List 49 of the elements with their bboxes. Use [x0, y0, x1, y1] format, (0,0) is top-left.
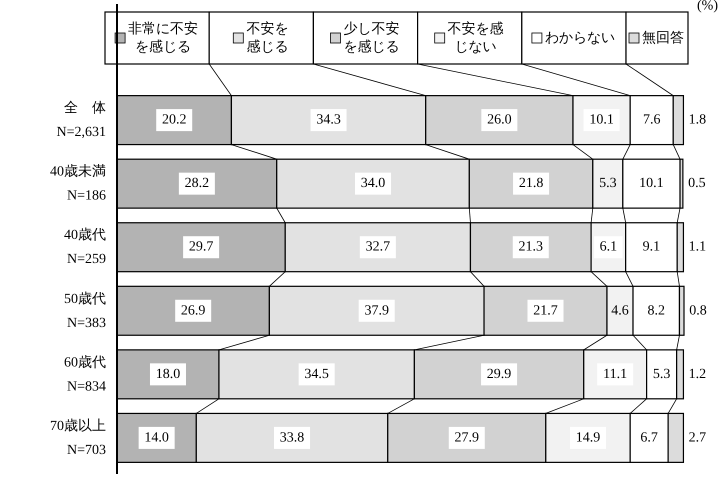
legend-label: わからない: [544, 30, 615, 46]
y-tick-label: 40歳代 N=259: [64, 226, 106, 267]
legend-label: 非常に不安を感じる: [128, 20, 198, 54]
data-label: 27.9: [454, 430, 480, 446]
data-label: 26.9: [180, 303, 206, 318]
data-label: 32.7: [366, 240, 390, 255]
data-label: 9.1: [642, 240, 660, 255]
data-label: 6.1: [600, 240, 618, 255]
y-tick-label: 全 体 N=2,631: [56, 100, 106, 140]
data-label: 29.7: [188, 240, 214, 255]
data-label: 34.3: [316, 112, 341, 128]
data-label: 7.6: [642, 112, 660, 128]
legend-label: 少し不安を感じる: [344, 20, 400, 54]
data-label: 6.7: [640, 430, 658, 446]
data-label: 26.0: [487, 112, 512, 128]
data-label: 34.5: [304, 366, 329, 382]
text: (%): [697, 0, 718, 14]
data-label: 8.2: [647, 303, 665, 318]
data-label: 10.1: [589, 112, 614, 128]
legend-label: 無回答: [642, 30, 684, 46]
y-tick-label: 60歳代 N=834: [64, 354, 106, 394]
data-label: 33.8: [280, 430, 304, 446]
data-label: 21.8: [518, 176, 544, 192]
legend-label: 不安を感じる: [246, 20, 288, 54]
data-label: 4.6: [611, 303, 629, 318]
data-label: 28.2: [184, 176, 210, 192]
y-tick-label: 50歳代 N=383: [64, 290, 106, 330]
data-label: 18.0: [156, 366, 180, 382]
data-label: 1.2: [688, 366, 706, 382]
data-label: 0.5: [688, 176, 706, 192]
legend-label: 不安を感じない: [448, 20, 504, 54]
data-label: 20.2: [162, 112, 186, 128]
y-tick-label: 40歳未満 N=186: [50, 163, 106, 204]
data-label: 5.3: [599, 176, 617, 192]
data-label: 11.1: [603, 366, 628, 382]
data-label: 14.0: [144, 430, 169, 446]
y-tick-label: 70歳以上 N=703: [50, 417, 106, 458]
data-label: 21.7: [533, 303, 558, 318]
data-label: 5.3: [652, 366, 670, 382]
data-label: 29.9: [486, 366, 512, 382]
data-label: 1.1: [688, 240, 706, 255]
data-label: 34.0: [360, 176, 386, 192]
data-label: 2.7: [688, 430, 706, 446]
data-label: 1.8: [688, 112, 706, 128]
data-label: 37.9: [364, 303, 389, 318]
data-label: 14.9: [576, 430, 600, 446]
data-label: 10.1: [639, 176, 664, 192]
data-label: 21.3: [518, 240, 544, 255]
data-label: 0.8: [689, 303, 707, 318]
